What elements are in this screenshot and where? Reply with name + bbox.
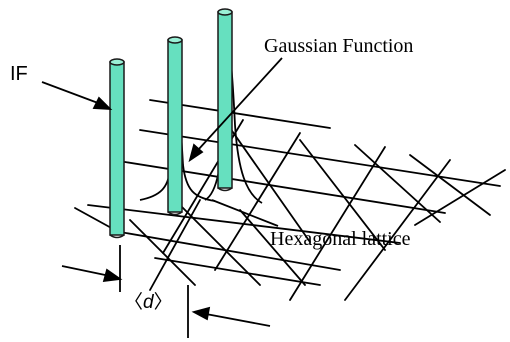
pillar-middle: [167, 36, 183, 216]
spacing-arrow-right-line: [205, 313, 271, 327]
spacing-open-bracket: 〈: [124, 291, 143, 313]
spacing-d-label: 〈d〉: [124, 291, 173, 313]
lattice-pointer-line: [211, 199, 279, 227]
pillar-right: [217, 8, 233, 192]
spacing-arrow-left-line: [61, 265, 111, 277]
if-arrow-head: [92, 96, 113, 111]
hexagonal-lattice-label: Hexagonal lattice: [270, 228, 411, 250]
pillar-left: [109, 58, 125, 239]
spacing-d-variable: d: [143, 292, 155, 313]
spacing-dimension-lines: [119, 245, 189, 338]
gaussian-arrow-head: [188, 143, 204, 163]
spacing-arrow-left-head: [102, 268, 123, 283]
spacing-arrow-right-head: [191, 306, 211, 321]
gaussian-curves: [139, 50, 263, 204]
if-pillars: [109, 8, 233, 239]
gaussian-arrow-line: [197, 57, 283, 151]
if-arrow-line: [41, 81, 99, 104]
hexagonal-lattice-grid: [74, 99, 506, 301]
gaussian-function-label: Gaussian Function: [264, 35, 413, 57]
gaussian-curve-right: [204, 50, 263, 204]
callout-arrows: [41, 57, 283, 327]
if-label: IF: [10, 63, 28, 85]
spacing-close-bracket: 〉: [154, 291, 173, 313]
